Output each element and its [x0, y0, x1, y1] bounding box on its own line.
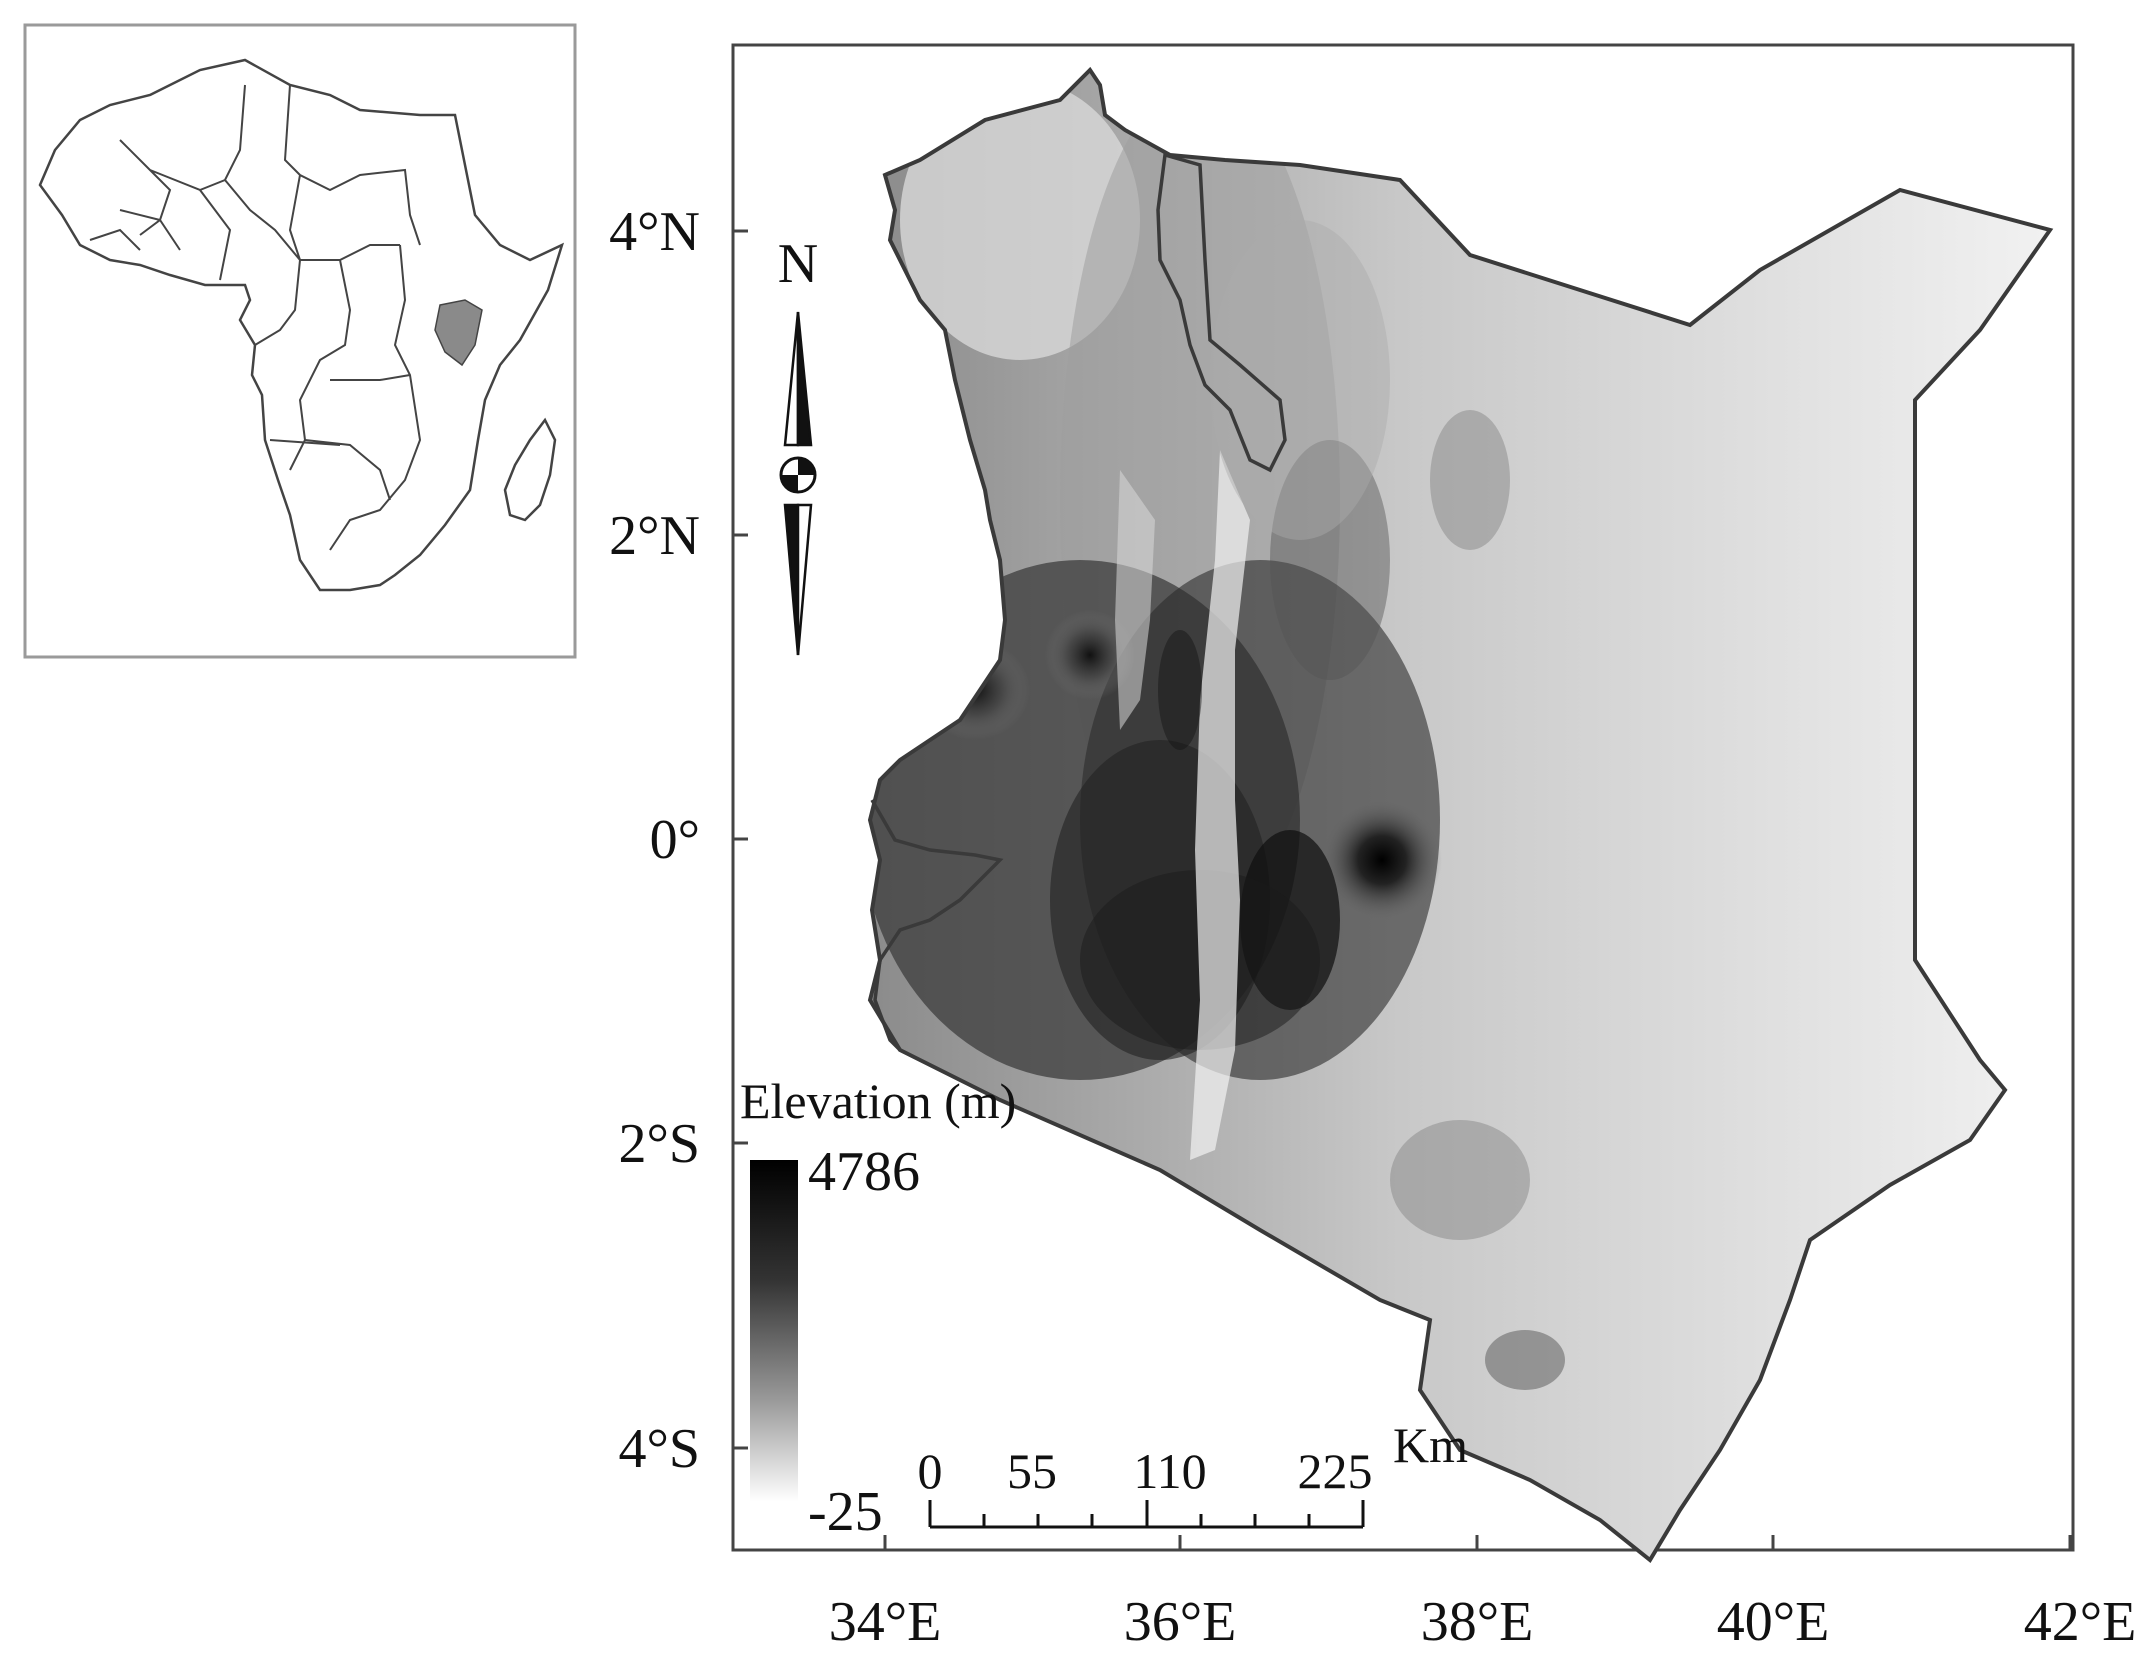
y-axis: 4°N 2°N 0° 2°S 4°S	[609, 201, 748, 1480]
legend-title: Elevation (m)	[740, 1073, 1016, 1129]
inset-frame	[23, 23, 577, 659]
x-tick-40E: 40°E	[1717, 1591, 1830, 1653]
x-tick-42E: 42°E	[2024, 1591, 2134, 1653]
y-tick-2S: 2°S	[618, 1113, 700, 1175]
x-tick-38E: 38°E	[1421, 1591, 1534, 1653]
elevation-legend: Elevation (m) 4786 -25	[740, 1073, 1016, 1543]
country-borders	[89, 84, 422, 551]
north-arrow-upper-right-icon	[796, 311, 813, 447]
scale-label-0: 0	[918, 1443, 943, 1499]
scale-bar-ticks	[928, 1500, 1365, 1527]
y-tick-2N: 2°N	[609, 505, 700, 567]
africa-inset-map	[23, 23, 577, 659]
x-tick-36E: 36°E	[1124, 1591, 1237, 1653]
lake-victoria-outline	[870, 799, 1004, 1052]
scale-label-110: 110	[1133, 1443, 1206, 1499]
lake-turkana-outline	[1156, 152, 1287, 473]
scale-label-225: 225	[1298, 1443, 1373, 1499]
africa-outline	[38, 58, 565, 592]
north-arrow: N	[778, 233, 818, 656]
kenya-inset-highlight	[434, 299, 483, 367]
x-tick-34E: 34°E	[829, 1591, 942, 1653]
scale-bar: 0 55 110 225 Km	[918, 1417, 1468, 1529]
legend-color-ramp	[750, 1160, 798, 1502]
scale-unit-label: Km	[1393, 1417, 1468, 1473]
legend-max-label: 4786	[808, 1141, 920, 1203]
y-tick-4S: 4°S	[618, 1418, 700, 1480]
y-tick-4N: 4°N	[609, 201, 700, 263]
x-axis: 34°E 36°E 38°E 40°E 42°E	[829, 1535, 2134, 1653]
madagascar-outline	[503, 417, 557, 522]
north-arrow-label: N	[778, 233, 818, 295]
north-arrow-lower-right-icon	[796, 503, 813, 656]
legend-min-label: -25	[808, 1481, 883, 1543]
y-tick-0: 0°	[650, 809, 700, 871]
scale-label-55: 55	[1007, 1443, 1057, 1499]
